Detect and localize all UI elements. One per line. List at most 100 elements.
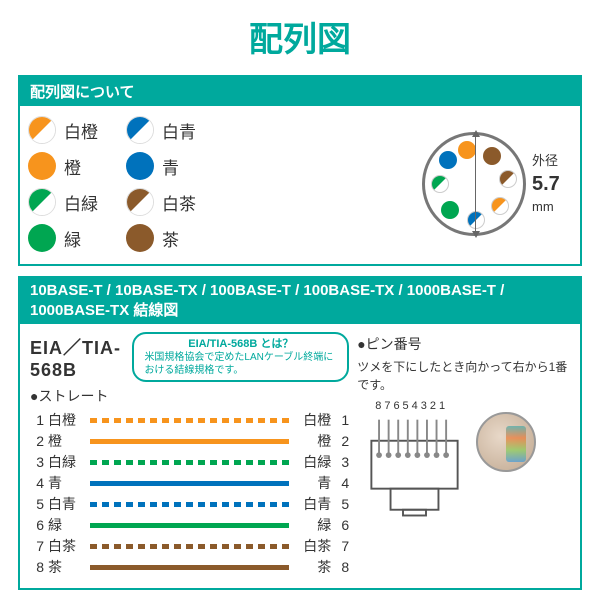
pin-row: 3白緑白緑3 — [30, 452, 349, 472]
pin-num-l: 2 — [30, 433, 44, 449]
eia-bubble: EIA/TIA-568B とは？ 米国規格協会で定めたLANケーブル終端における… — [132, 332, 349, 382]
pin-num-r: 8 — [335, 559, 349, 575]
wire-dot — [441, 201, 459, 219]
pin-num-r: 1 — [335, 412, 349, 428]
color-swatch — [126, 116, 154, 144]
pin-name-l: 茶 — [44, 557, 84, 577]
pin-name-l: 白茶 — [44, 536, 84, 556]
pin-num-r: 2 — [335, 433, 349, 449]
pin-num-l: 7 — [30, 538, 44, 554]
eia-title: EIA／TIA-568B — [30, 334, 122, 381]
wire-dot — [499, 170, 517, 188]
pin-name-l: 橙 — [44, 431, 84, 451]
color-swatch — [28, 224, 56, 252]
legend-label: 白茶 — [162, 190, 196, 215]
wire-dot — [483, 147, 501, 165]
pin-wire-line — [90, 544, 289, 549]
pin-name-l: 白緑 — [44, 452, 84, 472]
pin-name-r: 白茶 — [295, 536, 335, 556]
pin-num-r: 4 — [335, 475, 349, 491]
color-swatch — [126, 152, 154, 180]
pin-row: 4青青4 — [30, 473, 349, 493]
legend-header: 配列図について — [20, 77, 580, 106]
pin-wire-line — [90, 502, 289, 507]
color-swatch — [28, 116, 56, 144]
legend-label: 緑 — [64, 226, 81, 251]
color-swatch — [28, 188, 56, 216]
wire-dot — [439, 151, 457, 169]
legend-item: 白橙 — [28, 116, 98, 144]
pin-num-l: 8 — [30, 559, 44, 575]
pin-num-r: 3 — [335, 454, 349, 470]
wire-dot — [491, 197, 509, 215]
pin-name-l: 白青 — [44, 494, 84, 514]
legend-col-2: 白青青白茶茶 — [126, 116, 196, 252]
bubble-text: 米国規格協会で定めたLANケーブル終端における結線規格です。 — [144, 351, 337, 377]
pin-row: 8茶茶8 — [30, 557, 349, 577]
rj45-icon — [357, 412, 472, 517]
dimension-arrow — [470, 132, 480, 236]
pin-wire-line — [90, 460, 289, 465]
wiring-panel: 10BASE-T / 10BASE-TX / 100BASE-T / 100BA… — [18, 276, 582, 590]
legend-label: 茶 — [162, 226, 179, 251]
bubble-title: EIA/TIA-568B とは？ — [144, 337, 337, 351]
pin-name-l: 緑 — [44, 515, 84, 535]
legend-col-1: 白橙橙白緑緑 — [28, 116, 98, 252]
diameter-value: 5.7 — [532, 173, 560, 195]
pin-num-l: 3 — [30, 454, 44, 470]
legend-item: 白茶 — [126, 188, 196, 216]
pin-row: 7白茶白茶7 — [30, 536, 349, 556]
pin-row: 5白青白青5 — [30, 494, 349, 514]
color-swatch — [126, 188, 154, 216]
cross-section: 外径 5.7 mm — [422, 132, 572, 236]
pin-name-l: 青 — [44, 473, 84, 493]
pin-num-l: 1 — [30, 412, 44, 428]
pin-number-label: ●ピン番号 — [357, 334, 570, 354]
pin-row: 1白橙白橙1 — [30, 410, 349, 430]
legend-item: 茶 — [126, 224, 196, 252]
diameter-unit: mm — [532, 199, 554, 214]
connector-photo — [476, 412, 536, 472]
connector-digits: 87654321 — [375, 400, 472, 412]
wiring-header: 10BASE-T / 10BASE-TX / 100BASE-T / 100BA… — [20, 278, 580, 324]
pin-name-r: 白緑 — [295, 452, 335, 472]
legend-label: 橙 — [64, 154, 81, 179]
color-swatch — [126, 224, 154, 252]
legend-label: 白橙 — [64, 118, 98, 143]
pin-name-l: 白橙 — [44, 410, 84, 430]
straight-label: ●ストレート — [30, 386, 349, 406]
pin-note: ツメを下にしたとき向かって右から1番です。 — [357, 358, 570, 394]
diameter-text: 外径 — [532, 153, 558, 168]
pin-num-r: 7 — [335, 538, 349, 554]
legend-item: 白緑 — [28, 188, 98, 216]
pin-num-r: 6 — [335, 517, 349, 533]
pin-name-r: 茶 — [295, 557, 335, 577]
legend-item: 緑 — [28, 224, 98, 252]
pin-num-l: 5 — [30, 496, 44, 512]
pin-wire-line — [90, 481, 289, 486]
pin-num-l: 4 — [30, 475, 44, 491]
pin-wire-line — [90, 418, 289, 423]
pin-num-r: 5 — [335, 496, 349, 512]
legend-label: 白緑 — [64, 190, 98, 215]
legend-label: 青 — [162, 154, 179, 179]
pin-wire-line — [90, 523, 289, 528]
legend-item: 青 — [126, 152, 196, 180]
pin-wire-line — [90, 565, 289, 570]
legend-label: 白青 — [162, 118, 196, 143]
pin-row: 6緑緑6 — [30, 515, 349, 535]
pin-wire-line — [90, 439, 289, 444]
pin-name-r: 白青 — [295, 494, 335, 514]
legend-panel: 配列図について 白橙橙白緑緑 白青青白茶茶 外径 5.7 mm — [18, 75, 582, 266]
pin-num-l: 6 — [30, 517, 44, 533]
color-swatch — [28, 152, 56, 180]
pin-name-r: 青 — [295, 473, 335, 493]
diameter-label: 外径 5.7 mm — [532, 152, 560, 216]
legend-item: 白青 — [126, 116, 196, 144]
wire-dot — [431, 175, 449, 193]
pin-name-r: 橙 — [295, 431, 335, 451]
pin-name-r: 緑 — [295, 515, 335, 535]
pin-list: 1白橙白橙12橙橙23白緑白緑34青青45白青白青56緑緑67白茶白茶78茶茶8 — [30, 410, 349, 577]
pin-row: 2橙橙2 — [30, 431, 349, 451]
page-title: 配列図 — [0, 0, 600, 75]
